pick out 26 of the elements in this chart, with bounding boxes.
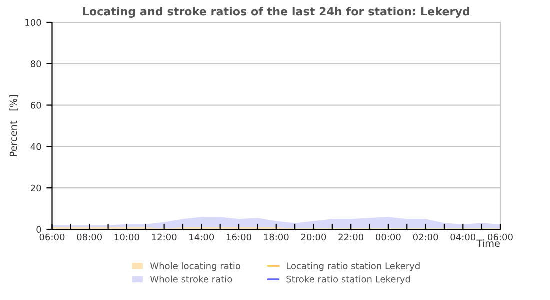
y-tick-label: 20	[31, 184, 42, 192]
x-axis-title: Time	[476, 240, 500, 248]
x-tick-label: 02:00	[413, 234, 438, 241]
x-tick-label: 06:00	[40, 234, 65, 241]
y-tick-label: 80	[30, 60, 42, 68]
x-tick-label: 12:00	[152, 234, 177, 241]
x-tick-label: 00:00	[376, 234, 401, 241]
y-tick-label: 40	[30, 143, 42, 150]
y-axis-title: Percent [%]	[10, 96, 18, 156]
x-tick-label: 06:00	[488, 234, 513, 241]
x-tick-label: 16:00	[227, 234, 252, 241]
y-tick-label: 0	[36, 226, 42, 234]
x-tick-label: 22:00	[338, 234, 364, 241]
x-tick-label: 08:00	[77, 234, 102, 241]
x-tick-label: 20:00	[301, 234, 326, 241]
legend-label: Whole locating ratio	[150, 262, 240, 272]
x-tick-label: 14:00	[190, 234, 214, 241]
chart-title: Locating and stroke ratios of the last 24h for station: Lekeryd	[83, 7, 470, 18]
legend-label: Whole stroke ratio	[150, 276, 232, 283]
y-tick-label: 100	[26, 19, 42, 26]
x-tick-label: 18:00	[264, 234, 289, 241]
legend-label: Stroke ratio station Lekeryd	[286, 276, 410, 284]
x-tick-label: 10:00	[114, 234, 140, 241]
x-tick-label: 04:00	[450, 234, 476, 241]
legend-label: Locating ratio station Lekeryd	[286, 262, 420, 272]
y-tick-label: 60	[30, 102, 42, 109]
